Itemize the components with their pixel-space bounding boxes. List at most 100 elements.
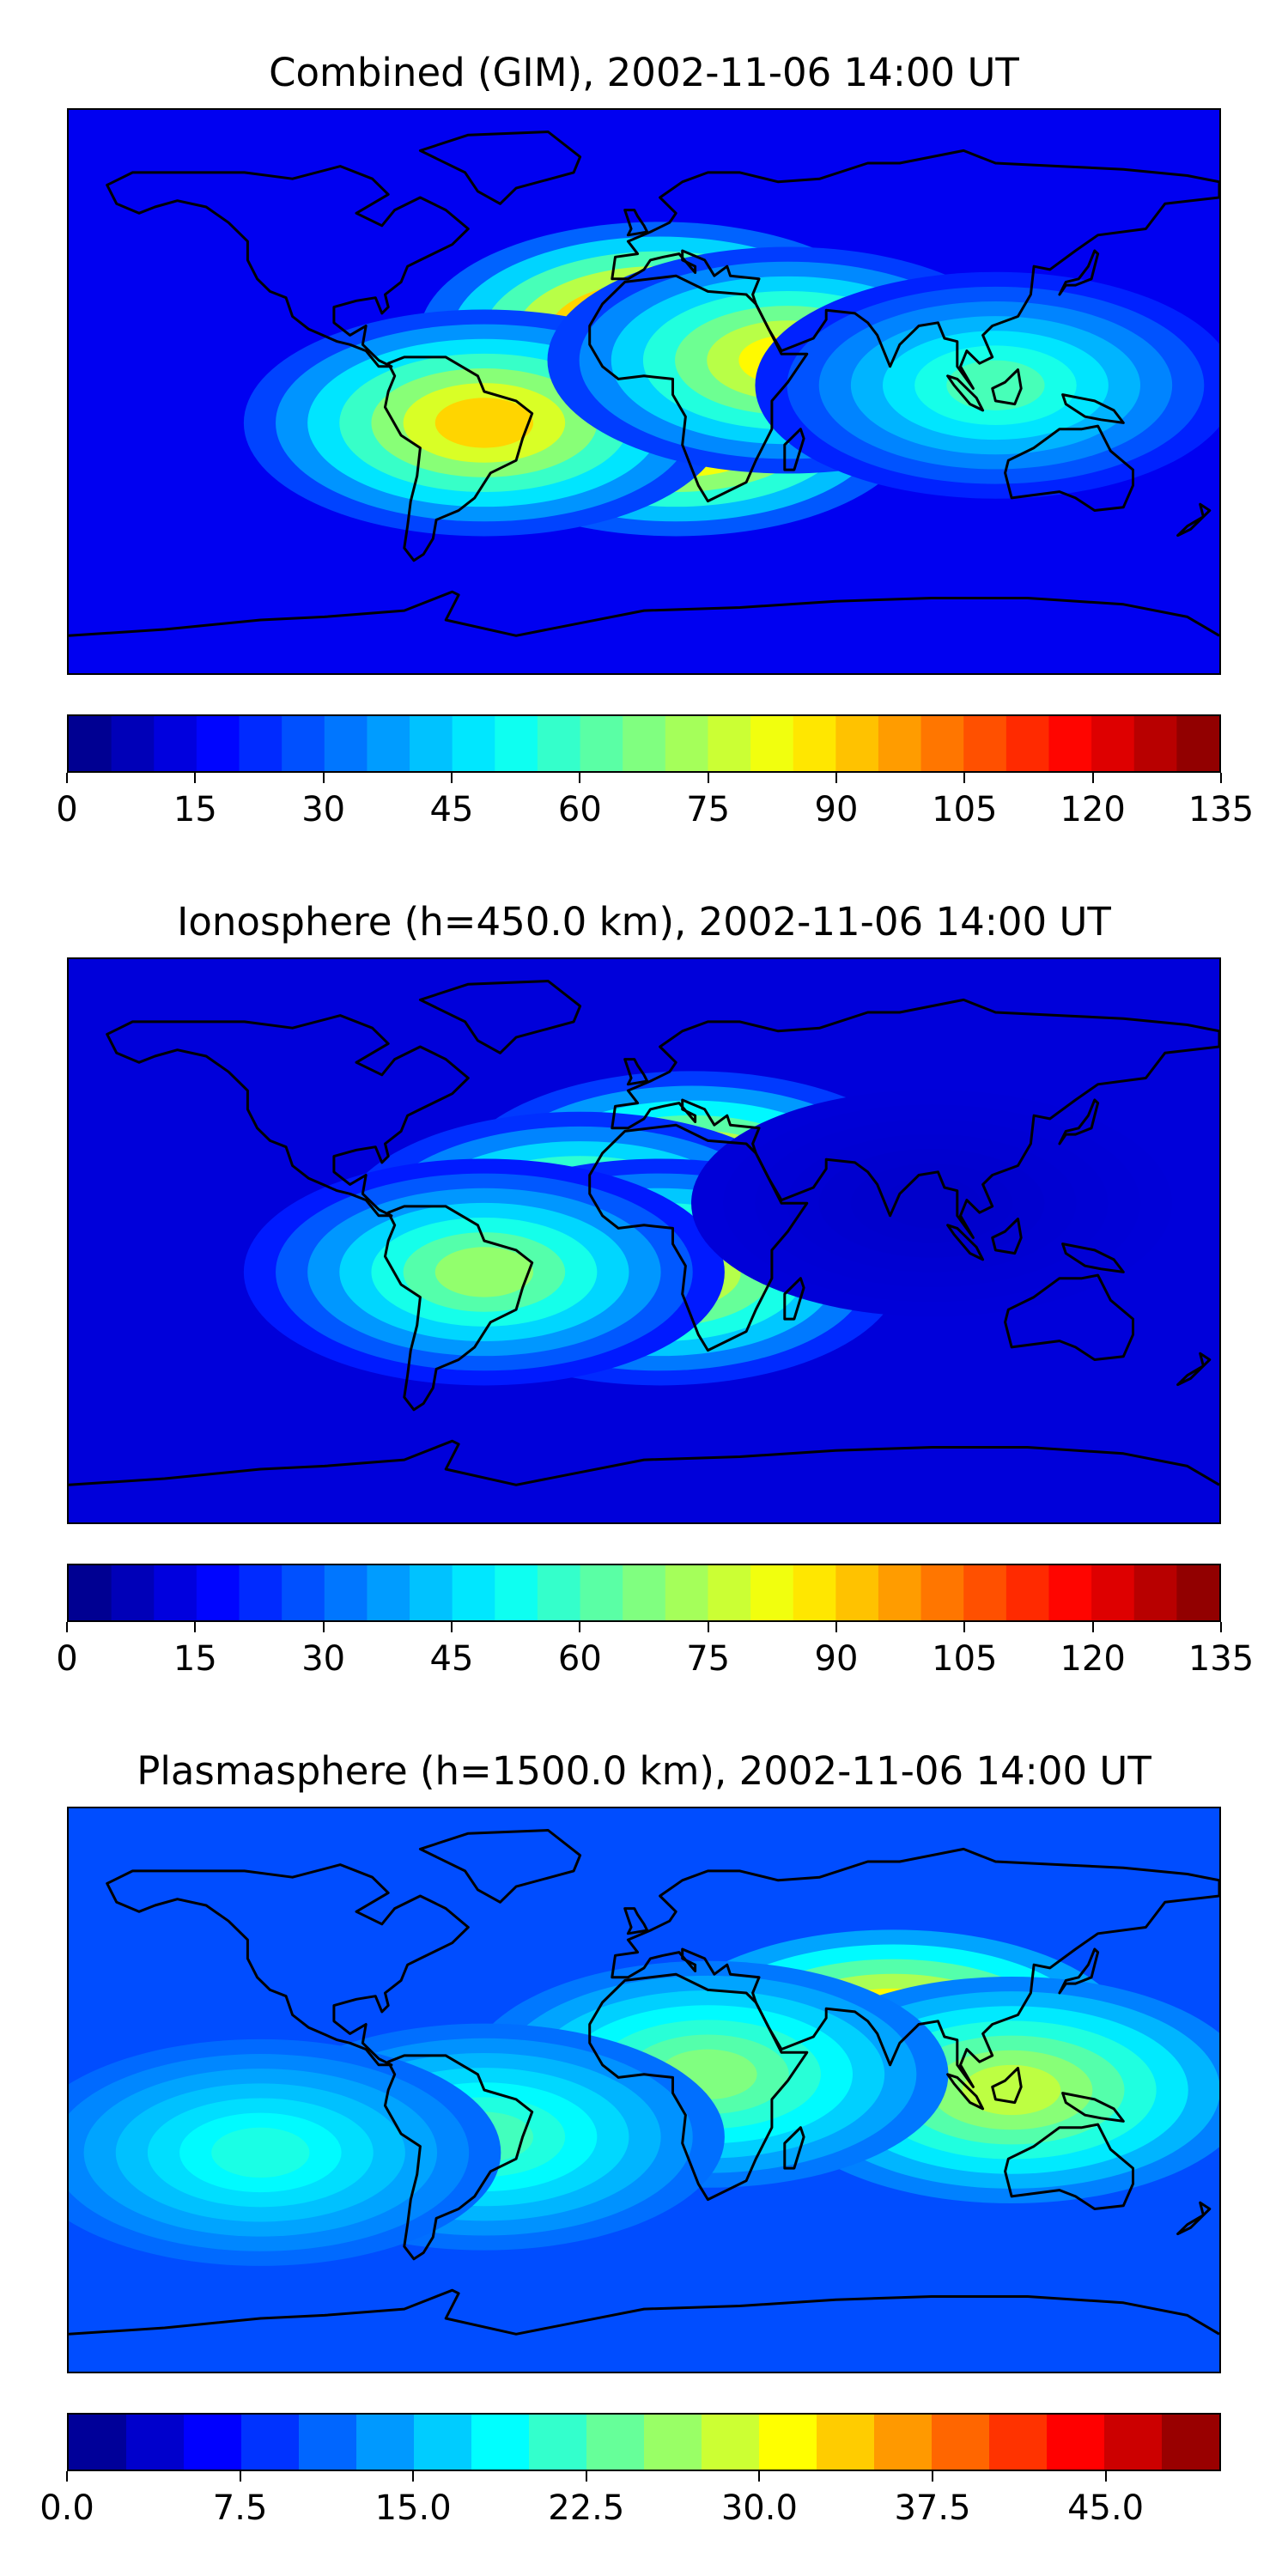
colorbar-tick xyxy=(707,1622,709,1632)
colorbar-tick-label: 105 xyxy=(932,790,998,829)
coastline-uk xyxy=(623,1058,649,1086)
panel-2-map xyxy=(67,957,1221,1524)
colorbar-cell-2 xyxy=(126,2415,185,2470)
colorbar-cell-25 xyxy=(1091,1565,1135,1620)
coastline-eurasia xyxy=(611,1847,1219,2088)
colorbar-cell-22 xyxy=(963,1565,1007,1620)
hotspot-2-band-7 xyxy=(962,2064,1061,2116)
colorbar-tick xyxy=(932,2471,933,2482)
coastline-greenland xyxy=(418,980,582,1054)
colorbar-cell-18 xyxy=(1047,2415,1105,2470)
colorbar-tick-label: 22.5 xyxy=(548,2488,625,2528)
coastline-new-zealand xyxy=(1176,502,1212,538)
coastline-north-america xyxy=(106,165,470,368)
colorbar-tick-label: 30.0 xyxy=(720,2488,798,2528)
panel-2-colorbar xyxy=(67,1564,1221,1622)
panel-1-title: Combined (GIM), 2002-11-06 14:00 UT xyxy=(269,50,1019,95)
colorbar-cell-12 xyxy=(702,2415,760,2470)
colorbar-cell-18 xyxy=(793,716,836,771)
colorbar-cell-17 xyxy=(989,2415,1048,2470)
colorbar-cell-8 xyxy=(367,716,410,771)
colorbar-cell-19 xyxy=(835,716,879,771)
coastline-new-zealand xyxy=(1176,2201,1212,2236)
colorbar-cell-14 xyxy=(623,716,666,771)
coastline-sumatra xyxy=(946,374,985,412)
colorbar-tick-label: 0.0 xyxy=(39,2488,94,2528)
colorbar-tick-label: 90 xyxy=(814,1639,859,1679)
colorbar-tick xyxy=(1220,773,1222,783)
panel-1-map-svg xyxy=(69,110,1219,673)
coastline-japan xyxy=(1058,1947,1100,1995)
colorbar-cell-24 xyxy=(1048,716,1092,771)
coastline-madagascar xyxy=(783,428,805,471)
coastline-greenland xyxy=(418,131,582,205)
colorbar-cell-19 xyxy=(835,1565,879,1620)
colorbar-cell-10 xyxy=(452,1565,495,1620)
coastline-madagascar xyxy=(783,2126,805,2170)
colorbar-tick xyxy=(1220,1622,1222,1632)
colorbar-tick xyxy=(835,773,837,783)
hotspot-3-band-7 xyxy=(434,398,534,448)
colorbar-cell-9 xyxy=(529,2415,587,2470)
coastline-australia xyxy=(1004,2123,1134,2210)
colorbar-cell-7 xyxy=(324,716,368,771)
coastline-borneo xyxy=(991,2067,1023,2105)
colorbar-tick-label: 120 xyxy=(1060,790,1126,829)
coastline-north-america xyxy=(106,1863,470,2067)
colorbar-cell-6 xyxy=(282,716,325,771)
panel-2-colorbar-ticks: 0 15 30 45 60 75 90 105 120 135 xyxy=(56,1622,1254,1682)
colorbar-tick xyxy=(66,2471,68,2482)
panel-3-map-svg xyxy=(69,1808,1219,2372)
colorbar-cell-4 xyxy=(196,1565,240,1620)
colorbar-cell-20 xyxy=(878,1565,922,1620)
colorbar-cell-11 xyxy=(644,2415,702,2470)
coastline-south-america xyxy=(384,2054,534,2261)
coastline-south-america xyxy=(384,1205,534,1412)
colorbar-tick-label: 30 xyxy=(301,790,346,829)
panel-2-map-svg xyxy=(69,959,1219,1522)
colorbar-cell-23 xyxy=(1005,716,1050,771)
colorbar-tick-label: 0 xyxy=(56,1639,78,1679)
colorbar-cell-6 xyxy=(282,1565,325,1620)
coastline-antarctica xyxy=(69,590,1219,637)
colorbar-cell-8 xyxy=(367,1565,410,1620)
colorbar-tick xyxy=(1104,2471,1107,2482)
colorbar-cell-7 xyxy=(324,1565,368,1620)
colorbar-cell-15 xyxy=(665,1565,709,1620)
colorbar-tick xyxy=(239,2471,241,2482)
colorbar-tick xyxy=(322,773,325,783)
colorbar-tick-label: 45 xyxy=(429,790,474,829)
colorbar-tick-label: 30 xyxy=(301,1639,346,1679)
hotspot-4-band-7 xyxy=(434,1247,534,1297)
coastline-new-guinea xyxy=(1061,1242,1125,1273)
colorbar-cell-6 xyxy=(356,2415,415,2470)
colorbar-cell-23 xyxy=(1005,1565,1050,1620)
panel-1-colorbar-svg xyxy=(69,716,1219,771)
colorbar-tick xyxy=(835,1622,837,1632)
coastline-new-guinea xyxy=(1061,393,1125,424)
colorbar-cell-9 xyxy=(410,1565,453,1620)
colorbar-tick xyxy=(963,773,966,783)
colorbar-cell-16 xyxy=(708,716,751,771)
colorbar-tick-label: 75 xyxy=(686,790,731,829)
colorbar-cell-20 xyxy=(878,716,922,771)
colorbar-tick-label: 75 xyxy=(686,1639,731,1679)
coastline-australia xyxy=(1004,424,1134,512)
coastline-antarctica xyxy=(69,1439,1219,1486)
colorbar-cell-3 xyxy=(154,1565,197,1620)
colorbar-cell-16 xyxy=(708,1565,751,1620)
coastline-antarctica xyxy=(69,2288,1219,2336)
coastline-eurasia xyxy=(611,149,1219,390)
coastline-eurasia xyxy=(611,998,1219,1239)
colorbar-tick-label: 90 xyxy=(814,790,859,829)
colorbar-cell-19 xyxy=(1104,2415,1163,2470)
colorbar-cell-1 xyxy=(69,1565,112,1620)
colorbar-tick xyxy=(585,2471,587,2482)
colorbar-tick xyxy=(1091,773,1094,783)
hotspot-5-band-7 xyxy=(211,2127,310,2178)
colorbar-cell-17 xyxy=(750,1565,794,1620)
colorbar-cell-10 xyxy=(452,716,495,771)
colorbar-cell-17 xyxy=(750,716,794,771)
panel-3-colorbar xyxy=(67,2413,1221,2471)
colorbar-cell-20 xyxy=(1162,2415,1219,2470)
